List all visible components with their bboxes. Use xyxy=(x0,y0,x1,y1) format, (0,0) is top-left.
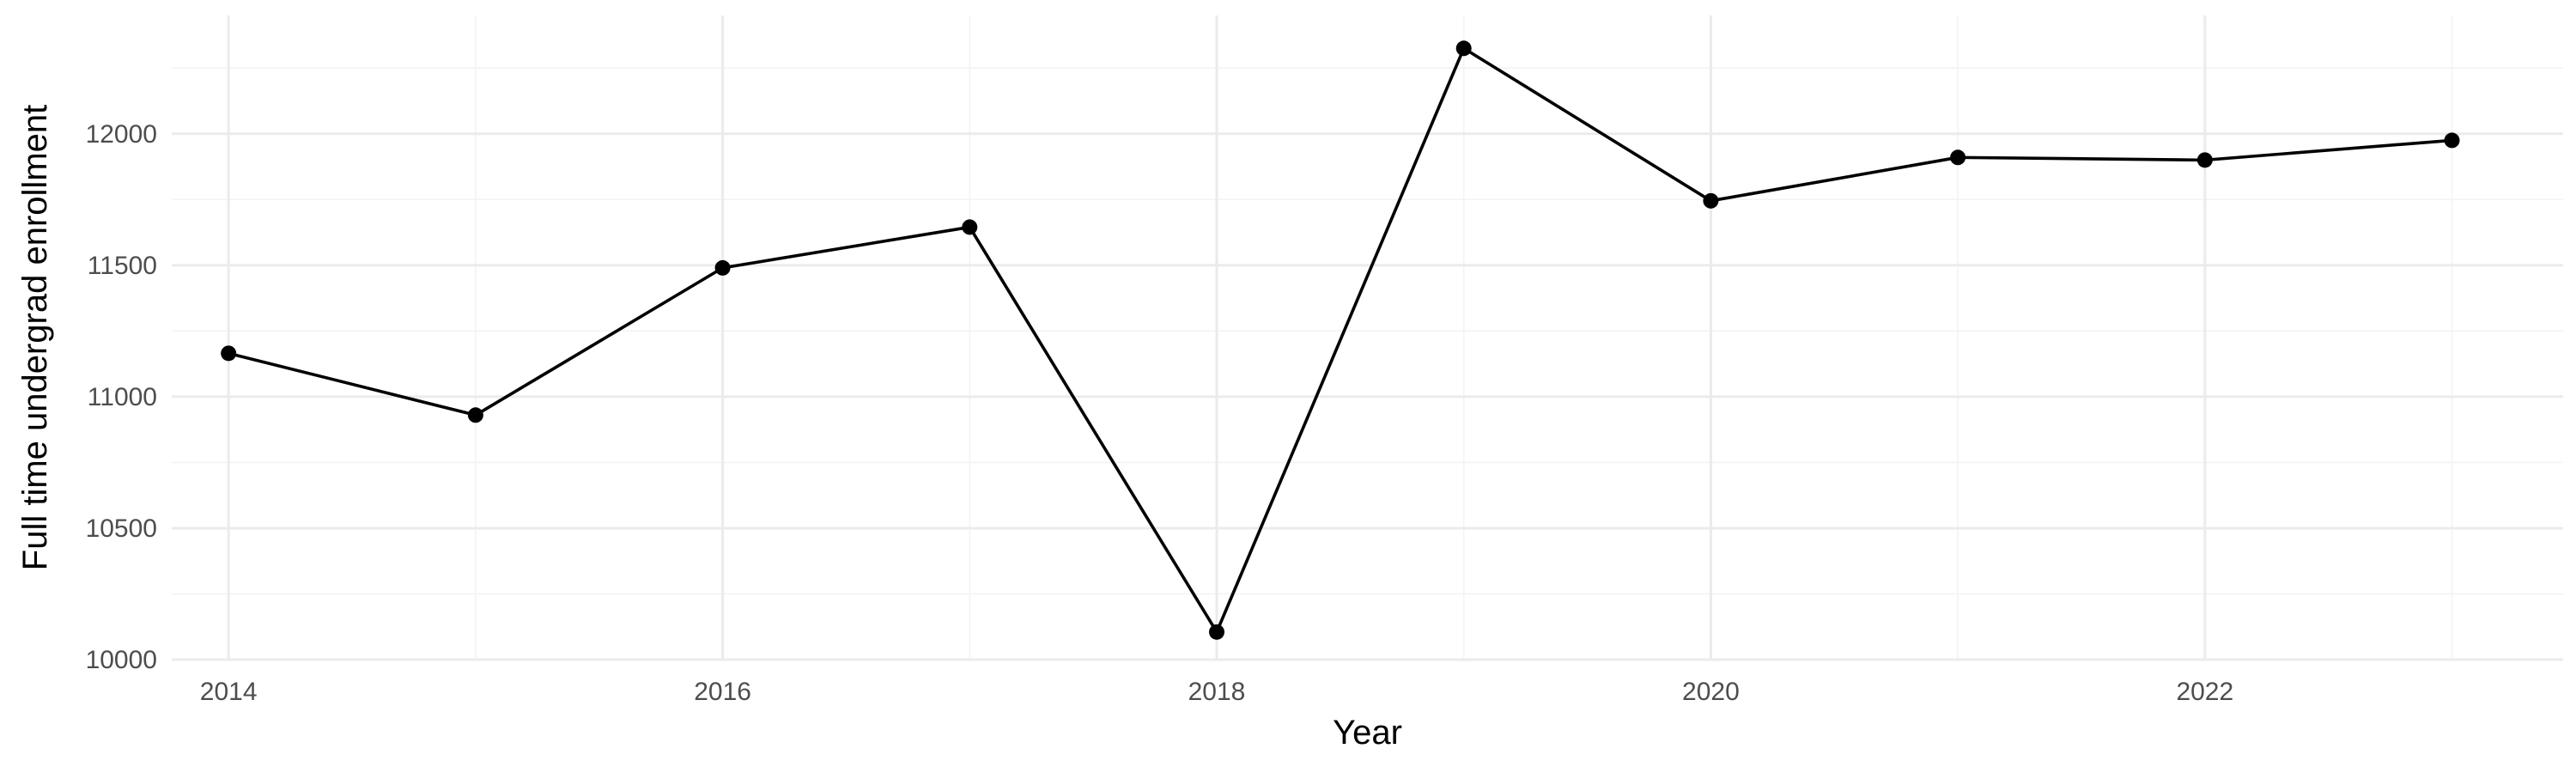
y-tick-label: 11500 xyxy=(88,252,157,280)
y-axis-ticks: 10000 10500 11000 11500 12000 xyxy=(86,120,157,674)
data-point xyxy=(467,407,483,423)
x-tick-label: 2022 xyxy=(2176,678,2233,706)
y-tick-label: 12000 xyxy=(86,120,157,149)
y-axis-title: Full time undergrad enrollment xyxy=(16,105,54,570)
x-axis-ticks: 2014 2016 2018 2020 2022 xyxy=(200,678,2233,706)
data-point xyxy=(2444,132,2460,149)
data-point xyxy=(221,345,237,362)
data-point xyxy=(1208,624,1224,640)
data-point xyxy=(1950,149,1966,166)
x-tick-label: 2014 xyxy=(200,678,258,706)
x-tick-label: 2018 xyxy=(1188,678,1246,706)
data-point xyxy=(1703,192,1719,209)
y-tick-label: 10000 xyxy=(86,646,157,674)
x-tick-label: 2016 xyxy=(694,678,751,706)
series-line xyxy=(228,46,2452,634)
x-tick-label: 2020 xyxy=(1682,678,1740,706)
data-point xyxy=(1455,40,1472,57)
y-tick-label: 10500 xyxy=(86,514,157,543)
x-axis-title: Year xyxy=(1333,714,1402,752)
major-gridlines xyxy=(172,15,2563,661)
y-tick-label: 11000 xyxy=(88,383,157,411)
data-point xyxy=(714,259,731,276)
data-point xyxy=(2196,152,2213,168)
minor-gridlines xyxy=(172,15,2563,660)
series-layer xyxy=(221,40,2460,640)
data-point xyxy=(962,219,978,235)
